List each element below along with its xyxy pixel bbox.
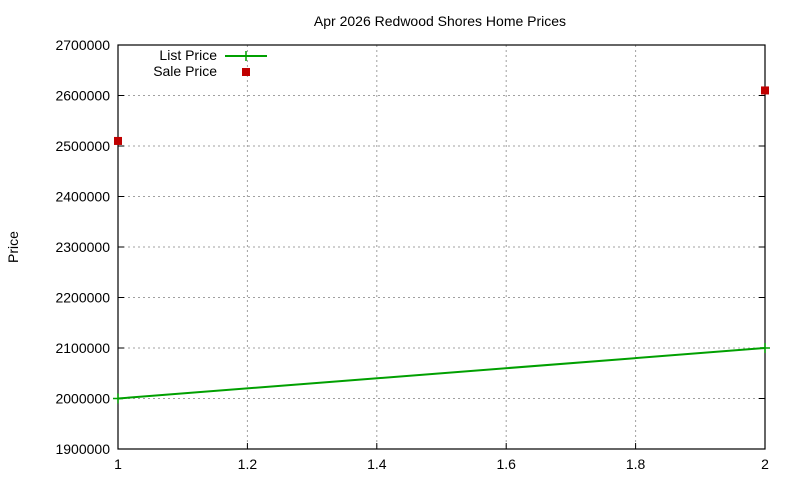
y-tick-label: 1900000 bbox=[55, 441, 110, 457]
y-tick-label: 2000000 bbox=[55, 391, 110, 407]
y-tick-label: 2700000 bbox=[55, 37, 110, 53]
y-tick-label: 2200000 bbox=[55, 290, 110, 306]
x-tick-label: 1.6 bbox=[496, 456, 516, 472]
y-tick-label: 2400000 bbox=[55, 189, 110, 205]
legend: List Price Sale Price bbox=[153, 47, 267, 79]
x-tick-label: 2 bbox=[761, 456, 769, 472]
sale-price-point bbox=[761, 86, 769, 95]
list-price-line bbox=[117, 347, 766, 400]
legend-label-list-price: List Price bbox=[159, 47, 217, 63]
series-layer bbox=[113, 86, 770, 404]
y-tick-label: 2300000 bbox=[55, 239, 110, 255]
grid-lines bbox=[117, 44, 766, 450]
y-tick-labels: 1900000 2000000 2100000 2200000 2300000 24000… bbox=[55, 37, 110, 457]
sale-price-point bbox=[114, 136, 122, 145]
x-tick-label: 1 bbox=[114, 456, 122, 472]
y-tick-label: 2100000 bbox=[55, 340, 110, 356]
x-tick-label: 1.4 bbox=[367, 456, 387, 472]
chart-title: Apr 2026 Redwood Shores Home Prices bbox=[314, 13, 566, 29]
y-tick-label: 2600000 bbox=[55, 88, 110, 104]
plot-frame bbox=[117, 44, 766, 450]
x-tick-label: 1.2 bbox=[238, 456, 258, 472]
legend-label-sale-price: Sale Price bbox=[153, 63, 217, 79]
legend-square-marker-icon bbox=[242, 68, 250, 76]
x-tick-labels: 1 1.2 1.4 1.6 1.8 2 bbox=[114, 456, 769, 472]
y-axis-label: Price bbox=[5, 231, 21, 263]
x-tick-label: 1.8 bbox=[626, 456, 646, 472]
y-tick-label: 2500000 bbox=[55, 138, 110, 154]
